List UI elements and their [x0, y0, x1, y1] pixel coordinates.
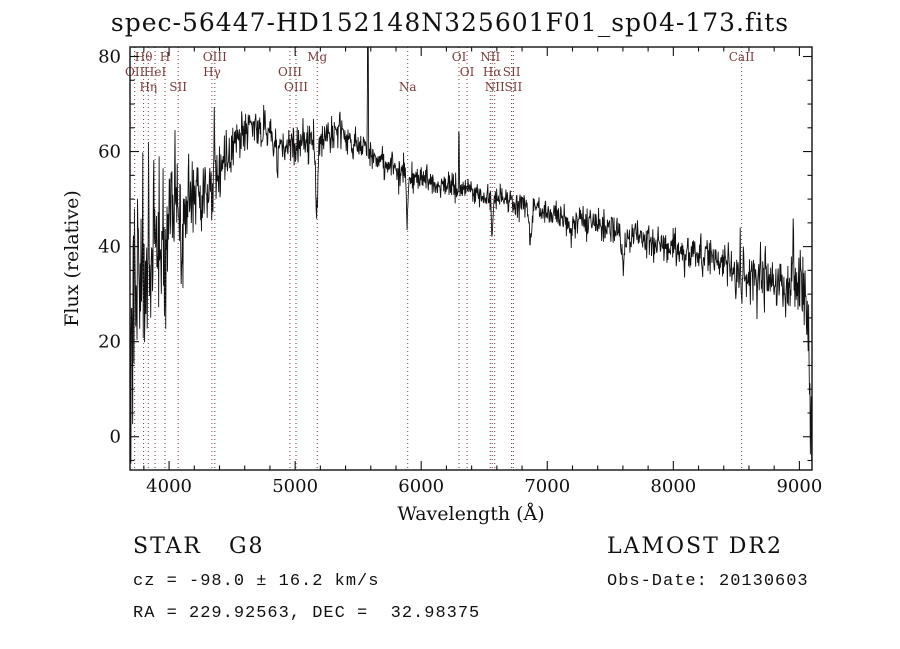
object-classification: STAR G8: [133, 534, 265, 559]
spectral-line-labels: OIIHθHηHeIHSIIHγOIIIOIIIOIIIMgNaOIOINIIH…: [125, 50, 755, 94]
x-tick-label: 8000: [650, 476, 696, 497]
ra-dec-value: RA = 229.92563, DEC = 32.98375: [133, 604, 481, 623]
x-tick-label: 5000: [272, 476, 318, 497]
y-axis-label: Flux (relative): [61, 190, 83, 327]
line-label-SII: SII: [505, 80, 523, 94]
spectrum-trace: [130, 47, 812, 464]
line-label-CaII: CaII: [729, 50, 755, 64]
line-label-OI: OI: [452, 50, 467, 64]
line-label-OII: OII: [125, 65, 145, 79]
survey-name: LAMOST DR2: [607, 534, 783, 559]
line-label-SII: SII: [169, 80, 187, 94]
x-tick-label: 6000: [398, 476, 444, 497]
line-label-Hη: Hη: [139, 80, 157, 94]
x-tick-label: 4000: [146, 476, 192, 497]
line-label-H: H: [160, 50, 170, 64]
plot-axes: 4000 5000 6000 7000 8000 9000 0 20 40 60 80 Wavelen…: [61, 46, 822, 525]
line-label-SII: SII: [503, 65, 521, 79]
y-tick-label: 0: [110, 427, 121, 448]
y-tick-label: 60: [98, 142, 121, 163]
x-axis-label: Wavelength (Å): [397, 503, 544, 525]
line-label-Hα: Hα: [483, 65, 502, 79]
line-label-Hγ: Hγ: [203, 65, 221, 79]
line-label-OIII: OIII: [284, 80, 308, 94]
y-tick-label: 80: [98, 47, 121, 68]
line-label-OI: OI: [460, 65, 475, 79]
y-tick-label: 40: [98, 237, 121, 258]
line-label-Mg: Mg: [307, 50, 327, 64]
plot-title: spec-56447-HD152148N325601F01_sp04-173.f…: [110, 8, 790, 37]
x-tick-label: 7000: [524, 476, 570, 497]
line-label-NII: NII: [485, 80, 505, 94]
line-label-Na: Na: [399, 80, 417, 94]
line-label-NII: NII: [480, 50, 500, 64]
line-label-HeI: HeI: [144, 65, 167, 79]
line-label-OIII: OIII: [278, 65, 302, 79]
x-tick-label: 9000: [776, 476, 822, 497]
cz-value: cz = -98.0 ± 16.2 km/s: [133, 572, 380, 591]
line-label-Hθ: Hθ: [135, 50, 153, 64]
spectral-line-markers: [134, 47, 743, 470]
line-label-OIII: OIII: [203, 50, 227, 64]
obs-date: Obs-Date: 20130603: [607, 572, 809, 591]
y-tick-label: 20: [98, 332, 121, 353]
